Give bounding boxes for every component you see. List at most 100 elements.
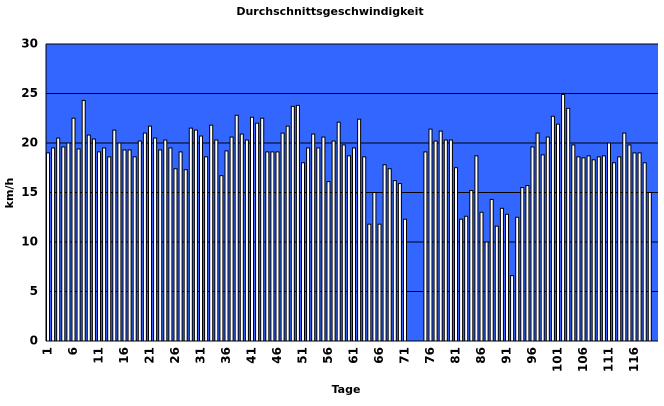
bar — [250, 116, 254, 342]
bar — [178, 151, 183, 342]
bar — [362, 156, 367, 342]
bar — [260, 117, 265, 342]
bar — [229, 136, 234, 342]
bar — [56, 137, 61, 342]
x-axis-label: Tage — [332, 383, 361, 396]
y-tick-label: 10 — [21, 235, 38, 249]
x-tick-label: 91 — [500, 347, 514, 364]
bar — [479, 211, 484, 342]
bar — [290, 105, 295, 342]
x-tick-label: 71 — [398, 347, 412, 364]
bar — [76, 148, 81, 342]
bar — [188, 127, 193, 342]
x-tick-label: 106 — [576, 347, 590, 372]
bar — [117, 142, 122, 342]
bar — [403, 218, 407, 342]
bar — [607, 142, 611, 342]
bar — [193, 129, 198, 342]
bar — [382, 164, 387, 342]
bar — [311, 133, 316, 342]
bar — [214, 139, 219, 342]
bar — [571, 144, 576, 342]
x-tick-label: 61 — [347, 347, 361, 364]
bar — [499, 207, 504, 342]
x-tick-label: 101 — [551, 347, 565, 372]
bar — [346, 155, 351, 342]
bar — [173, 168, 178, 342]
bar — [459, 218, 464, 342]
bar — [392, 180, 397, 342]
bar — [566, 107, 571, 342]
bar — [341, 144, 346, 342]
x-tick-label: 66 — [372, 347, 386, 364]
bar — [377, 223, 382, 342]
y-tick-label: 5 — [30, 284, 38, 298]
chart-title: Durchschnittsgeschwindigkeit — [236, 5, 423, 18]
bar — [637, 152, 642, 342]
bar — [285, 125, 290, 342]
bar — [489, 198, 494, 342]
bar — [627, 144, 632, 342]
bar — [423, 151, 428, 342]
bar — [443, 139, 448, 342]
bar — [601, 155, 606, 342]
x-tick-label: 6 — [66, 347, 80, 355]
bar — [158, 149, 163, 342]
bar — [321, 136, 326, 342]
bar — [295, 104, 300, 342]
bar — [438, 130, 443, 342]
x-tick-label: 96 — [525, 347, 539, 364]
bar — [168, 147, 173, 342]
x-tick-label: 36 — [219, 347, 233, 364]
bar — [510, 275, 515, 342]
bar — [199, 135, 203, 342]
y-tick-label: 30 — [21, 37, 38, 51]
bar — [556, 123, 560, 342]
bar — [163, 139, 168, 342]
x-tick-label: 41 — [245, 347, 259, 364]
bar — [464, 215, 469, 342]
bar — [316, 147, 321, 342]
bar — [484, 241, 489, 342]
bar — [331, 140, 336, 342]
x-tick-label: 1 — [41, 347, 55, 355]
bar — [622, 132, 627, 342]
bar — [102, 147, 107, 342]
bar — [505, 213, 509, 342]
bar — [576, 156, 581, 342]
bar — [142, 132, 147, 342]
bar — [596, 156, 601, 342]
bar — [137, 140, 142, 342]
bar — [454, 167, 458, 342]
bar — [209, 124, 214, 342]
bar — [326, 181, 331, 342]
bar — [97, 151, 101, 342]
bar — [306, 147, 311, 342]
bar — [433, 140, 438, 342]
bar — [545, 136, 550, 342]
bar — [352, 147, 356, 342]
x-tick-label: 11 — [92, 347, 106, 364]
bar — [239, 133, 244, 342]
bar — [280, 132, 285, 342]
bar — [617, 156, 622, 342]
bar — [586, 155, 591, 342]
bar — [219, 175, 224, 342]
bar — [71, 117, 76, 342]
bar — [91, 138, 96, 342]
bar — [540, 154, 545, 342]
x-tick-label: 31 — [194, 347, 208, 364]
bar — [153, 137, 158, 342]
bar — [275, 151, 280, 342]
bar — [581, 157, 586, 342]
bar — [632, 152, 637, 342]
y-tick-label: 20 — [21, 136, 38, 150]
bar — [530, 146, 535, 342]
bar — [107, 156, 112, 342]
bar — [494, 225, 499, 342]
bar — [367, 223, 372, 342]
x-tick-label: 76 — [423, 347, 437, 364]
bar — [270, 151, 275, 342]
y-tick-label: 15 — [21, 185, 38, 199]
